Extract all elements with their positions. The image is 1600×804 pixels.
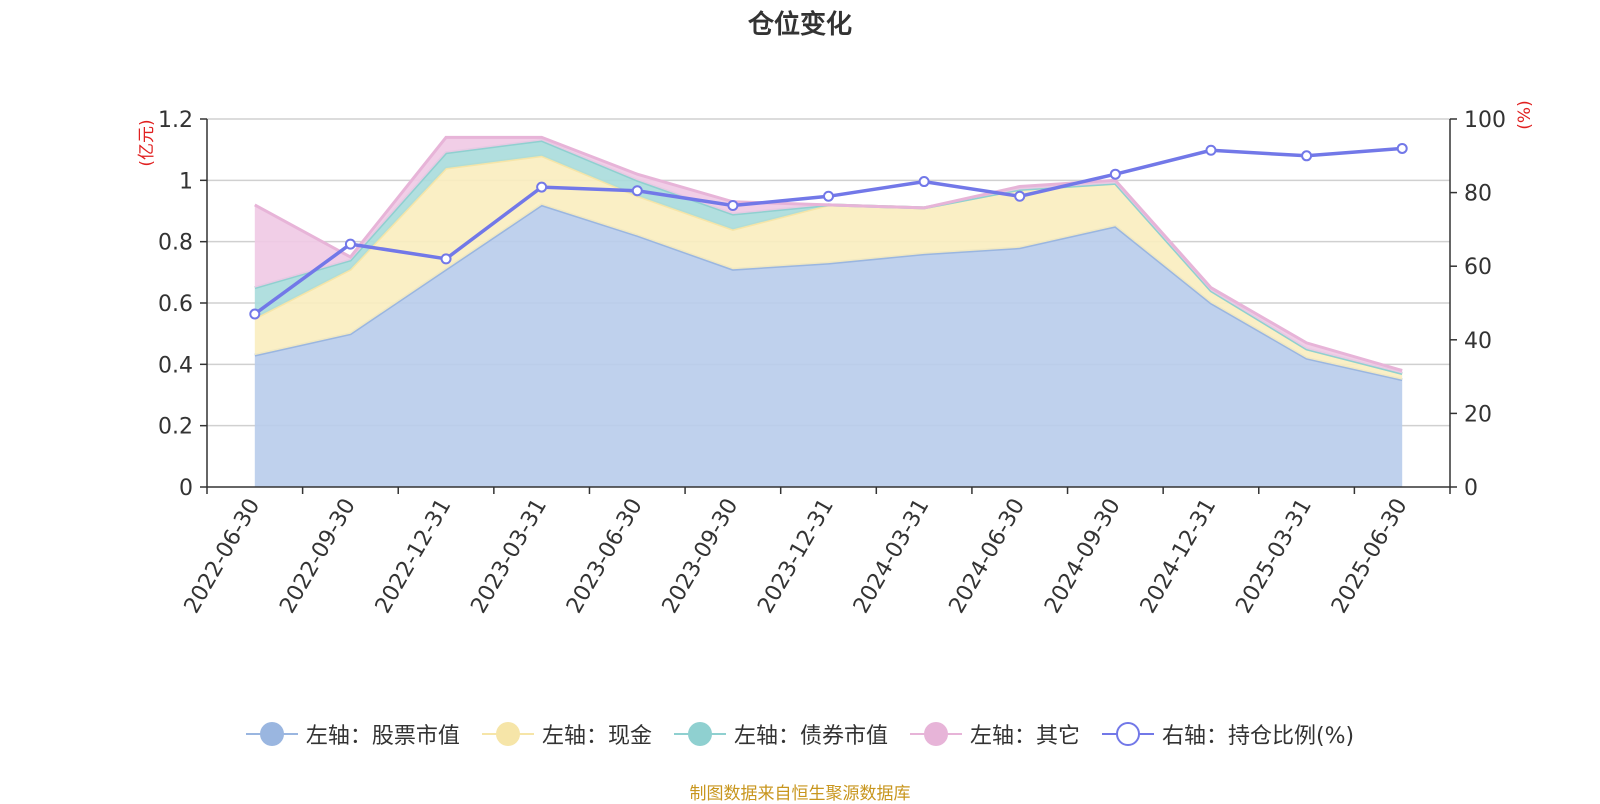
legend-label: 右轴：持仓比例(%) (1161, 724, 1355, 749)
left-y-tick-label: 0 (179, 476, 193, 501)
line-point (1396, 142, 1408, 154)
right-y-tick-label: 40 (1464, 329, 1492, 354)
line-point (823, 190, 834, 202)
right-y-tick-label: 20 (1464, 402, 1492, 427)
x-tick-label: 2023-06-30 (562, 495, 648, 618)
legend-swatch (909, 721, 962, 747)
legend-item[interactable]: 左轴：现金 (481, 718, 652, 750)
left-axis-label: (亿元) (137, 119, 157, 166)
legend-swatch-dot (923, 722, 948, 746)
line-point (918, 176, 930, 188)
left-y-tick-label: 0.8 (158, 231, 193, 256)
line-point (1301, 150, 1313, 162)
line-point (727, 199, 739, 211)
left-y-tick-label: 1 (179, 169, 193, 194)
right-axis-label: (%) (1515, 100, 1535, 129)
area-series (254, 155, 1403, 380)
line-point (631, 185, 643, 197)
legend-item[interactable]: 左轴：其它 (909, 718, 1080, 750)
legend-swatch (481, 721, 534, 747)
legend-swatch-dot (1115, 722, 1140, 746)
legend-label: 左轴：其它 (969, 724, 1080, 749)
legend-swatch (245, 721, 298, 747)
legend-label: 左轴：股票市值 (305, 724, 460, 749)
legend-item[interactable]: 左轴：债券市值 (673, 718, 888, 750)
left-y-tick-label: 0.2 (158, 415, 193, 440)
line-point (344, 238, 356, 250)
line-point (1205, 144, 1217, 156)
line-point (536, 181, 548, 193)
x-tick-label: 2022-06-30 (180, 495, 266, 618)
legend-item[interactable]: 左轴：股票市值 (245, 718, 460, 750)
left-y-tick-label: 0.4 (158, 353, 193, 378)
line-point (440, 253, 452, 265)
legend-swatch-dot (259, 722, 284, 746)
legend: 左轴：股票市值 左轴：现金 左轴：债券市值 左轴：其它 右轴：持仓比例(%) (0, 718, 1600, 750)
area-series-line (254, 135, 1403, 372)
legend-label: 左轴：现金 (541, 724, 652, 749)
legend-swatch (673, 721, 726, 747)
legend-swatch-dot (687, 722, 712, 746)
x-tick-label: 2024-12-31 (1136, 495, 1222, 618)
x-tick-label: 2024-03-31 (849, 495, 935, 618)
x-tick-label: 2025-03-31 (1231, 495, 1317, 618)
legend-swatch (1101, 721, 1154, 747)
left-y-tick-label: 0.6 (158, 292, 193, 317)
x-tick-label: 2024-06-30 (945, 494, 1031, 617)
right-y-tick-label: 80 (1464, 182, 1492, 207)
area-series (254, 204, 1403, 487)
right-y-tick-label: 60 (1464, 255, 1492, 280)
right-y-tick-label: 100 (1464, 108, 1506, 133)
chart-title: 仓位变化 (747, 10, 852, 40)
line-point (1109, 168, 1121, 180)
x-tick-label: 2024-09-30 (1040, 495, 1126, 618)
line-point (1014, 190, 1026, 202)
x-tick-label: 2022-12-31 (371, 495, 457, 618)
legend-item[interactable]: 右轴：持仓比例(%) (1101, 718, 1355, 750)
x-tick-label: 2023-09-30 (658, 495, 744, 618)
x-tick-label: 2023-03-31 (466, 495, 552, 618)
legend-label: 左轴：债券市值 (733, 724, 888, 749)
x-tick-label: 2025-06-30 (1327, 495, 1413, 618)
source-note: 制图数据来自恒生聚源数据库 (689, 784, 911, 804)
legend-swatch-dot (495, 722, 520, 746)
x-tick-label: 2022-09-30 (275, 495, 361, 618)
x-tick-label: 2023-12-31 (753, 495, 839, 618)
left-y-tick-label: 1.2 (158, 108, 193, 133)
right-y-tick-label: 0 (1464, 476, 1478, 501)
line-point (249, 308, 261, 320)
